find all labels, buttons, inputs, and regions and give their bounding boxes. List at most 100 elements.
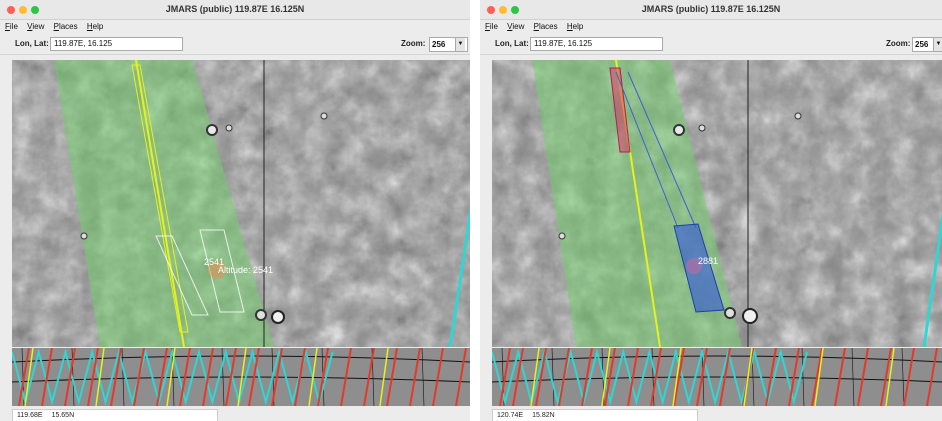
overview-track-red — [248, 348, 260, 406]
overview-track-red — [340, 348, 352, 406]
crater — [794, 112, 802, 120]
chevron-down-icon[interactable]: ▼ — [933, 38, 942, 51]
title-bar[interactable]: JMARS (public) 119.87E 16.125N — [0, 0, 470, 20]
minimize-light-icon[interactable] — [19, 6, 27, 14]
overview-track-red — [225, 348, 237, 406]
highlight-marker[interactable] — [208, 261, 226, 279]
chevron-down-icon[interactable]: ▼ — [455, 38, 465, 51]
crater — [206, 124, 218, 136]
lonlat-input[interactable]: 119.87E, 16.125 — [50, 37, 183, 51]
stamp-outline[interactable] — [199, 229, 245, 313]
overview-track-red — [834, 348, 846, 406]
longitude-line — [851, 348, 855, 406]
minimize-light-icon[interactable] — [499, 6, 507, 14]
menu-file[interactable]: File — [485, 22, 498, 31]
longitude-line — [121, 348, 125, 406]
overview-strip[interactable] — [492, 348, 942, 406]
title-bar[interactable]: JMARS (public) 119.87E 16.125N — [480, 0, 942, 20]
menu-bar: File View Places Help — [480, 20, 942, 33]
overview-track-red — [903, 348, 915, 406]
latitude-curve — [12, 376, 470, 383]
close-light-icon[interactable] — [487, 6, 495, 14]
track-yellow[interactable] — [135, 60, 185, 347]
overview-track-red — [202, 348, 214, 406]
overview-track-red — [765, 348, 777, 406]
map-label-id: 2541 — [204, 257, 224, 267]
menu-places[interactable]: Places — [53, 22, 78, 31]
zoom-select[interactable]: 256 ▼ — [912, 37, 942, 52]
maximize-light-icon[interactable] — [31, 6, 39, 14]
status-bar: 120.74E 15.82N — [492, 409, 698, 421]
overview-track-red — [156, 348, 168, 406]
crater — [225, 124, 233, 132]
overview-strip[interactable] — [12, 348, 470, 406]
link-line — [627, 71, 697, 229]
overview-track-red — [133, 348, 145, 406]
overview-track-yellow — [379, 348, 389, 406]
overview-track-red — [386, 348, 398, 406]
map-label-id: 2881 — [698, 256, 718, 266]
overview-canvas[interactable] — [492, 348, 942, 406]
selection-red[interactable] — [609, 67, 631, 153]
zoom-label: Zoom: — [401, 39, 426, 48]
overview-track-red — [317, 348, 329, 406]
overview-track-red — [18, 348, 30, 406]
overview-canvas[interactable] — [12, 348, 470, 406]
overview-track-red — [499, 348, 511, 406]
longitude-line — [551, 348, 555, 406]
overview-track-red — [650, 348, 662, 406]
crater — [558, 232, 566, 240]
map-label-altitude: Altitude: 2541 — [218, 265, 273, 275]
crater — [271, 310, 285, 324]
maximize-light-icon[interactable] — [511, 6, 519, 14]
crater — [742, 308, 758, 324]
map-view[interactable]: 2541 Altitude: 2541 — [12, 60, 470, 347]
status-bar: 119.68E 15.65N — [12, 409, 218, 421]
highlight-marker[interactable] — [686, 258, 702, 274]
menu-places[interactable]: Places — [533, 22, 558, 31]
crater — [320, 112, 328, 120]
overview-track-red — [788, 348, 800, 406]
menu-file[interactable]: File — [5, 22, 18, 31]
track-cyan[interactable] — [922, 180, 942, 347]
menu-help[interactable]: Help — [86, 22, 104, 31]
overview-track-yellow — [166, 348, 176, 406]
menu-help[interactable]: Help — [566, 22, 584, 31]
overview-track-red — [926, 348, 938, 406]
overview-track-yellow — [308, 348, 318, 406]
close-light-icon[interactable] — [7, 6, 15, 14]
overview-track-red — [535, 348, 547, 406]
menu-bar: File View Places Help — [0, 20, 470, 33]
overview-track-cyan — [12, 348, 334, 406]
overview-track-red — [87, 348, 99, 406]
overview-track-red — [64, 348, 76, 406]
zoom-select[interactable]: 256 ▼ — [429, 37, 468, 52]
status-lon: 120.74E — [497, 412, 524, 419]
menu-view[interactable]: View — [27, 22, 45, 31]
footprint-outline[interactable] — [131, 64, 189, 333]
longitude-line — [221, 348, 225, 406]
jmars-window-right: JMARS (public) 119.87E 16.125N File View… — [480, 0, 942, 421]
overview-track-red — [558, 348, 570, 406]
crater — [698, 124, 706, 132]
latitude-curve — [12, 355, 470, 363]
toolbar: Lon, Lat: 119.87E, 16.125 Zoom: 256 ▼ — [480, 34, 942, 55]
menu-view[interactable]: View — [507, 22, 525, 31]
divider — [470, 0, 480, 421]
track-cyan[interactable] — [448, 170, 470, 347]
map-view[interactable]: 2881 — [492, 60, 942, 347]
map-canvas[interactable]: 2881 — [492, 60, 942, 347]
map-canvas[interactable]: 2541 Altitude: 2541 — [12, 60, 470, 347]
lonlat-label: Lon, Lat: — [495, 39, 529, 48]
lonlat-input[interactable]: 119.87E, 16.125 — [530, 37, 663, 51]
overview-track-red — [409, 348, 421, 406]
stamp-outline[interactable] — [155, 235, 209, 316]
longitude-line — [421, 348, 425, 406]
overview-track-red — [110, 348, 122, 406]
overview-track-red — [432, 348, 444, 406]
jmars-window-left: JMARS (public) 119.87E 16.125N File View… — [0, 0, 470, 421]
overview-track-red — [455, 348, 467, 406]
overview-track-red — [581, 348, 593, 406]
overview-track-red — [604, 348, 616, 406]
overview-track-yellow — [530, 348, 540, 406]
